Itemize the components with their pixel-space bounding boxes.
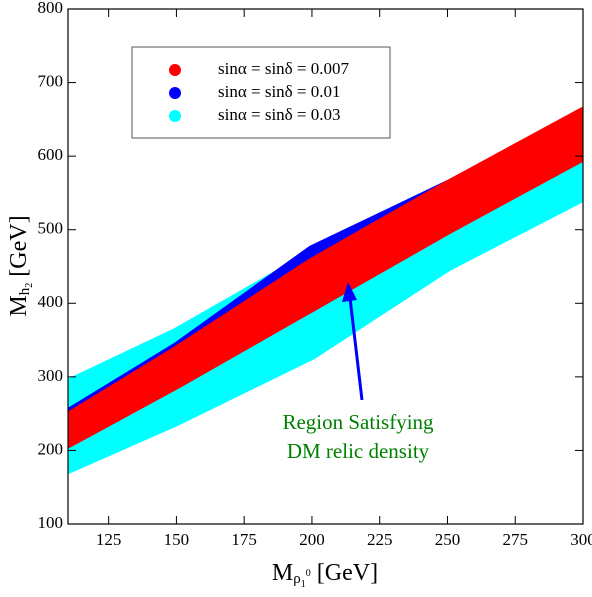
x-tick-label: 125 [96, 530, 122, 549]
legend-marker [169, 87, 181, 99]
x-tick-label: 250 [435, 530, 461, 549]
label-part: 1 [301, 579, 306, 590]
label-part: 0 [306, 568, 311, 579]
legend-label: sinα = sinδ = 0.01 [218, 82, 341, 101]
x-tick-label: 275 [502, 530, 528, 549]
x-tick-label: 150 [164, 530, 190, 549]
x-tick-label: 200 [299, 530, 325, 549]
annotation: Region Satisfying [282, 410, 434, 434]
label-part: ρ [293, 571, 301, 587]
label-part: [GeV] [311, 560, 378, 586]
y-tick-label: 100 [38, 513, 64, 532]
y-tick-label: 300 [38, 366, 64, 385]
x-tick-label: 175 [231, 530, 257, 549]
label-part: M [272, 560, 293, 586]
arrow-head [342, 282, 357, 302]
y-tick-label: 600 [38, 145, 64, 164]
annotation: DM relic density [287, 439, 430, 463]
x-axis-label: Mρ10 [GeV] [272, 560, 378, 591]
y-tick-label: 700 [38, 71, 64, 90]
plot-frame [67, 8, 584, 525]
x-tick-label: 225 [367, 530, 393, 549]
y-tick-label: 200 [38, 439, 64, 458]
legend-marker [169, 64, 181, 76]
arrow [348, 297, 364, 401]
y-tick-label: 500 [38, 219, 64, 238]
label-part: 2 [24, 283, 35, 288]
legend-label: sinα = sinδ = 0.03 [218, 105, 341, 124]
label-part: M [6, 295, 32, 316]
label-part: [GeV] [6, 215, 32, 282]
legend-marker [169, 110, 181, 122]
y-axis-label: Mh2 [GeV] [6, 215, 36, 316]
x-tick-label: 300 [570, 530, 592, 549]
y-tick-label: 800 [38, 0, 64, 17]
legend-label: sinα = sinδ = 0.007 [218, 59, 350, 78]
label-part: h [17, 287, 33, 295]
band [68, 107, 583, 449]
y-tick-label: 400 [38, 292, 64, 311]
